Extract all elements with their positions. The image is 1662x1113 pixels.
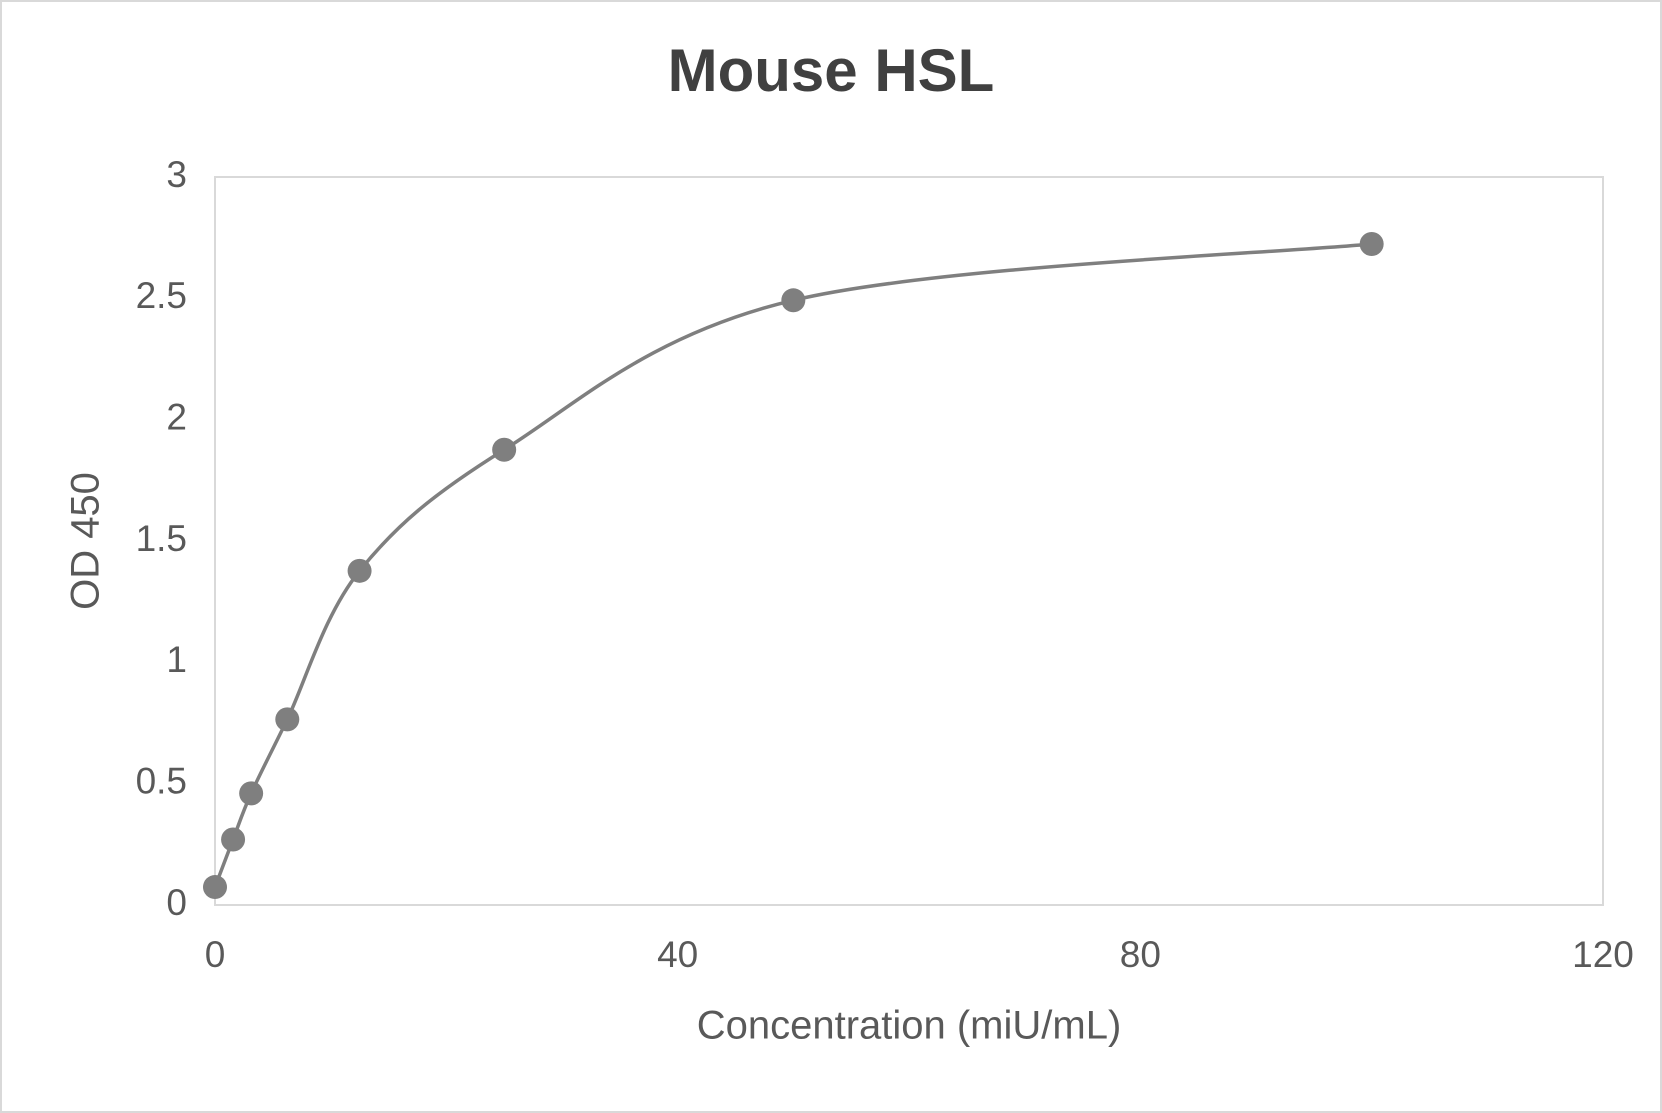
x-tick-label: 120 (1572, 934, 1634, 975)
data-point (492, 437, 517, 462)
data-point (221, 827, 246, 852)
y-tick-label: 0.5 (136, 760, 187, 801)
data-point (781, 288, 806, 313)
y-tick-label: 1.5 (136, 518, 187, 559)
x-axis-label: Concentration (miU/mL) (697, 1004, 1122, 1048)
data-point (203, 875, 227, 900)
y-tick-label: 2 (166, 396, 187, 437)
plot-border (214, 176, 1604, 906)
y-axis-label: OD 450 (64, 472, 108, 610)
x-tick-label: 80 (1120, 934, 1161, 975)
chart-title: Mouse HSL (668, 37, 995, 104)
data-point (275, 707, 300, 732)
y-tick-label: 1 (166, 639, 187, 680)
x-tick-label: 0 (205, 934, 226, 975)
data-point (347, 558, 372, 583)
y-tick-label: 3 (166, 154, 187, 195)
x-tick-label: 40 (657, 934, 698, 975)
data-point (239, 781, 264, 806)
y-tick-label: 0 (166, 882, 187, 923)
y-tick-label: 2.5 (136, 275, 187, 316)
data-point (1359, 231, 1384, 256)
